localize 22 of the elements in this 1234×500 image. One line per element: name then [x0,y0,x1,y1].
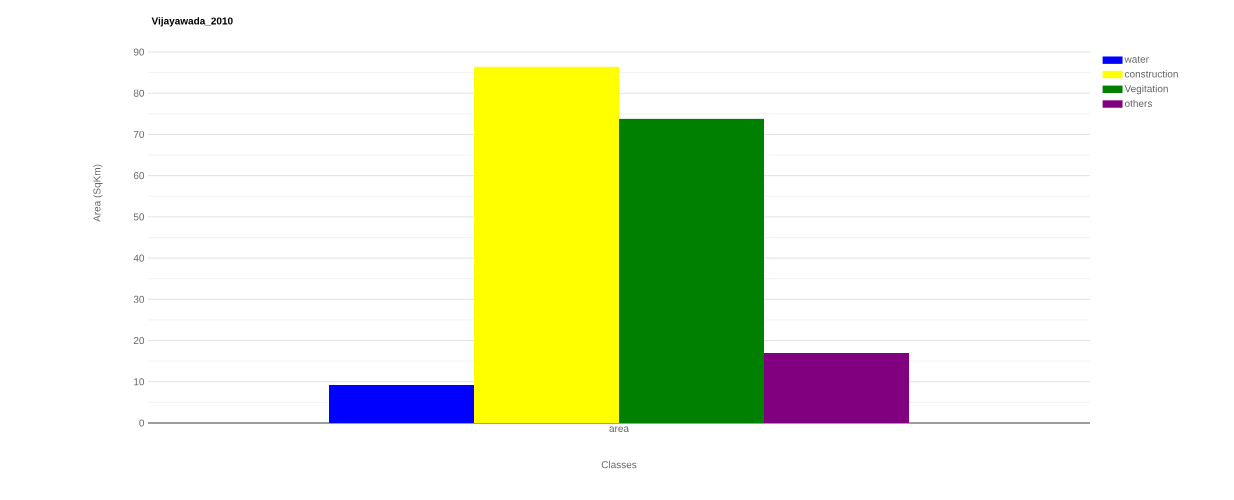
y-tick-label: 80 [133,89,145,97]
x-axis-title: Classes [601,460,637,469]
y-tick-label: 0 [139,419,145,427]
y-tick-label: 50 [133,213,145,221]
y-tick-label: 60 [133,172,145,180]
bar [474,66,620,423]
y-tick-label: 40 [133,254,145,262]
legend-label: others [1124,99,1152,107]
y-tick-label: 90 [133,48,145,56]
y-axis-title: Area (SqKm) [93,164,103,222]
bar [329,385,475,423]
x-tick-label: area [609,426,630,432]
legend-label: construction [1124,70,1178,78]
bar [764,352,910,423]
y-tick-label: 20 [133,337,145,345]
legend-label: Vegitation [1124,84,1168,95]
y-tick-label: 70 [133,130,145,138]
bar [619,118,765,423]
legend-label: water [1124,56,1149,63]
y-tick-label: 30 [133,295,145,303]
chart-title: Vijayawada_2010 [151,17,233,27]
y-tick-label: 10 [134,378,145,386]
